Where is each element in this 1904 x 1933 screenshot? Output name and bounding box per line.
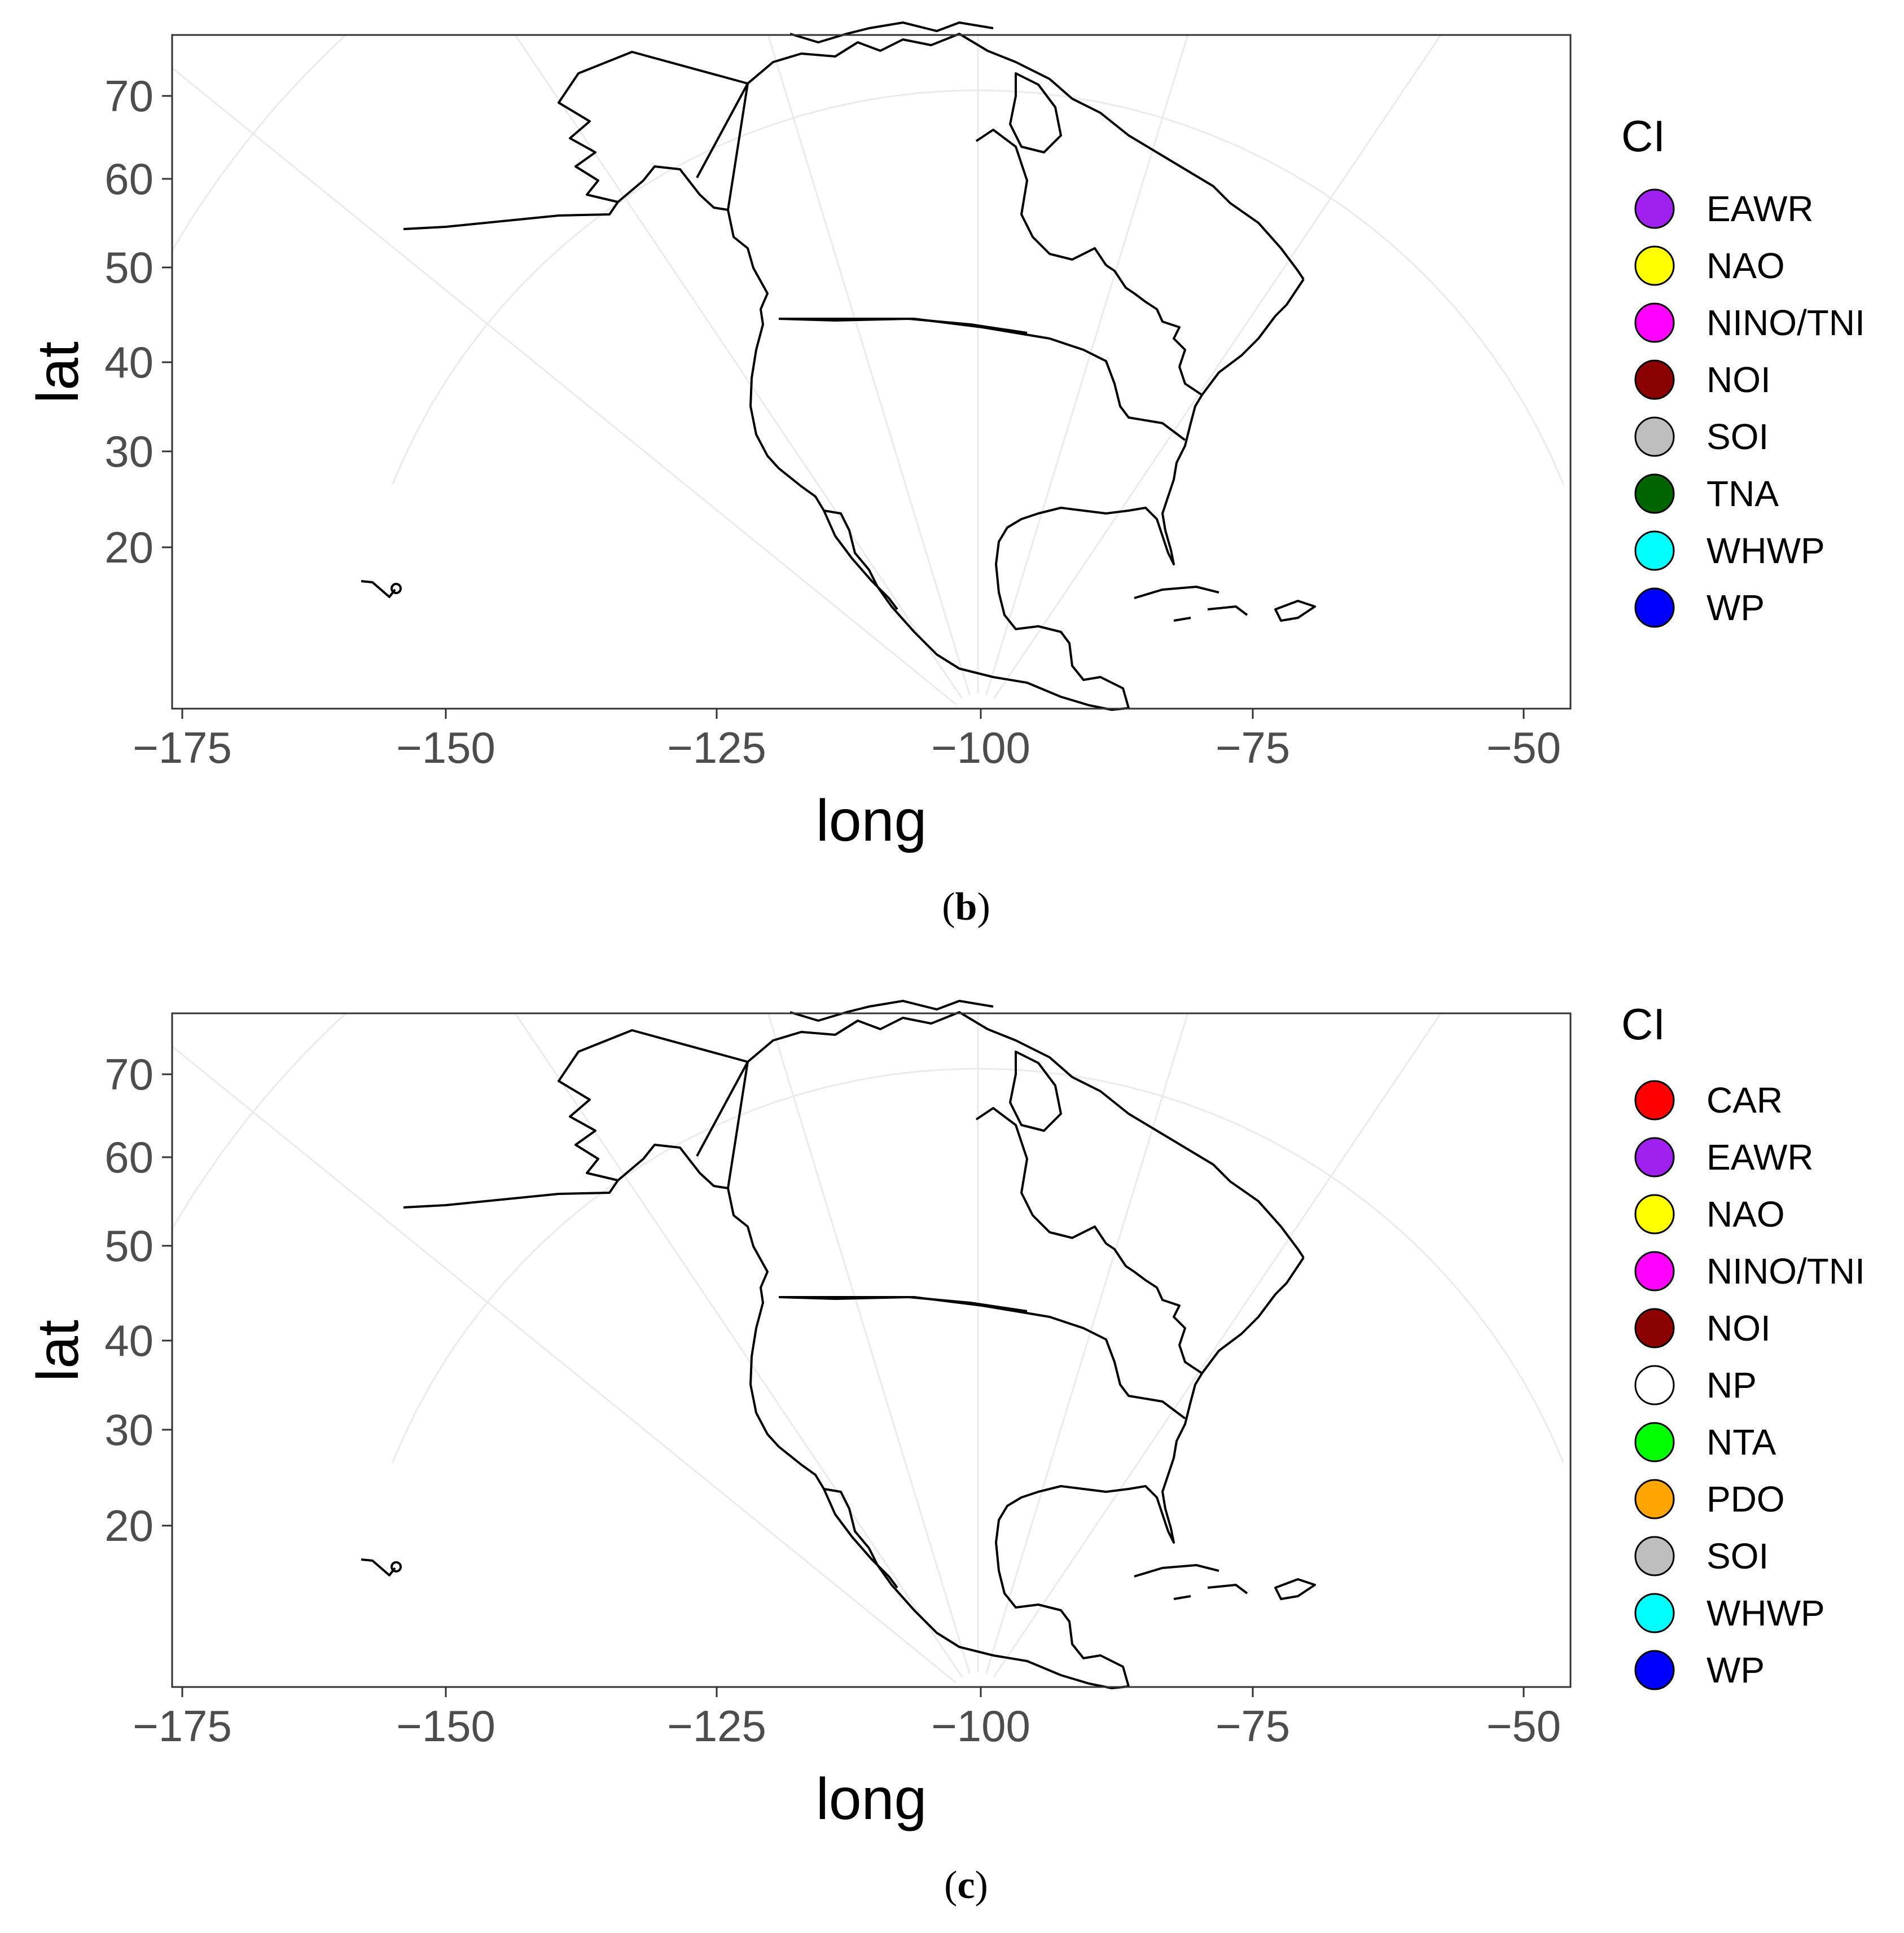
legend-label: PDO [1706,1479,1785,1519]
axis-ticks: −175 −150 −125 −100 −75 −50 20 30 40 50 60 70 [104,1049,1561,1751]
graticule-meridian [172,1045,957,1684]
graticule-meridian [767,1013,971,1674]
y-tick-label: 50 [104,243,153,292]
y-tick-label: 30 [104,427,153,476]
legend-title: CI [1621,999,1665,1049]
x-tick-label: −175 [133,723,232,772]
legend-key [1634,1080,1675,1121]
x-tick-label: −50 [1486,1701,1561,1751]
legend-key [1634,1593,1675,1633]
graticule-meridian [993,1013,1442,1678]
graticule [172,35,1565,705]
graticule-meridian [993,35,1442,700]
legend-label: NOI [1706,359,1771,400]
graticule [172,1013,1565,1684]
y-tick-label: 20 [104,1501,153,1550]
y-tick-label: 60 [104,1132,153,1182]
legend-key [1634,416,1675,457]
y-tick-label: 40 [104,337,153,387]
legend-key [1634,1194,1675,1235]
legend-key [1634,188,1675,229]
legend-key [1634,359,1675,400]
legend-key [1634,1137,1675,1178]
plot-panel-border [171,1012,1572,1688]
graticule-latitude-60 [172,35,348,252]
legend-key [1634,587,1675,628]
legend-label: SOI [1706,416,1769,457]
y-axis-title: lat [25,1320,91,1382]
y-tick-label: 70 [104,71,153,121]
panel-caption: (b) [942,885,990,929]
legend-title: CI [1621,111,1665,161]
legend: CAR EAWR NAO NINO/TNI NOI NP NTA PDO SOI WHWP WP [1634,1080,1865,1690]
legend-label: NTA [1706,1422,1776,1462]
y-tick-label: 60 [104,154,153,204]
legend-key [1634,1365,1675,1405]
y-tick-label: 70 [104,1049,153,1099]
x-tick-label: −75 [1216,723,1290,772]
legend-key [1634,302,1675,343]
legend-label: NP [1706,1365,1757,1405]
legend-label: NOI [1706,1308,1771,1348]
graticule-meridian [514,35,963,700]
x-tick-label: −150 [396,723,495,772]
graticule-meridian [985,1013,1189,1674]
y-tick-label: 30 [104,1405,153,1455]
graticule-meridian [172,67,957,705]
legend-label: TNA [1706,473,1779,514]
coastline-map [361,21,1316,711]
x-tick-label: −100 [931,1701,1030,1751]
plot-panel-border [171,34,1572,710]
x-tick-label: −100 [931,723,1030,772]
legend-label: EAWR [1706,1137,1814,1178]
x-tick-label: −50 [1486,723,1561,772]
legend-key [1634,1479,1675,1519]
y-tick-label: 20 [104,522,153,572]
coastline-map [361,1000,1316,1689]
y-tick-label: 50 [104,1221,153,1271]
legend-label: NAO [1706,1194,1785,1235]
graticule-latitude-60 [172,1013,348,1231]
legend-key [1634,1536,1675,1576]
x-tick-label: −75 [1216,1701,1290,1751]
graticule-meridian [514,1013,963,1678]
legend-label: WHWP [1706,530,1825,571]
legend-label: CAR [1706,1080,1783,1121]
axis-ticks: −175 −150 −125 −100 −75 −50 20 30 40 50 60 70 [104,71,1561,772]
legend-label: WP [1706,1650,1765,1690]
legend-label: NINO/TNI [1706,1251,1865,1291]
legend-label: WP [1706,587,1765,628]
panel-caption: (c) [944,1864,988,1907]
legend-key [1634,1422,1675,1462]
x-axis-title: long [816,1767,927,1832]
x-tick-label: −125 [667,1701,766,1751]
legend-label: NINO/TNI [1706,302,1865,343]
legend-label: EAWR [1706,188,1814,229]
y-tick-label: 40 [104,1316,153,1365]
y-axis-title: lat [25,341,91,403]
x-tick-label: −175 [133,1701,232,1751]
graticule-meridian [985,35,1189,696]
legend: EAWR NAO NINO/TNI NOI SOI TNA WHWP WP [1634,188,1865,628]
x-tick-label: −150 [396,1701,495,1751]
legend-label: NAO [1706,245,1785,286]
legend-label: WHWP [1706,1593,1825,1633]
legend-key [1634,1650,1675,1690]
legend-label: SOI [1706,1536,1769,1576]
graticule-meridian [767,35,971,696]
x-axis-title: long [816,788,927,854]
legend-key [1634,245,1675,286]
x-tick-label: −125 [667,723,766,772]
legend-key [1634,1308,1675,1348]
legend-key [1634,530,1675,571]
legend-key [1634,473,1675,514]
legend-key [1634,1251,1675,1291]
